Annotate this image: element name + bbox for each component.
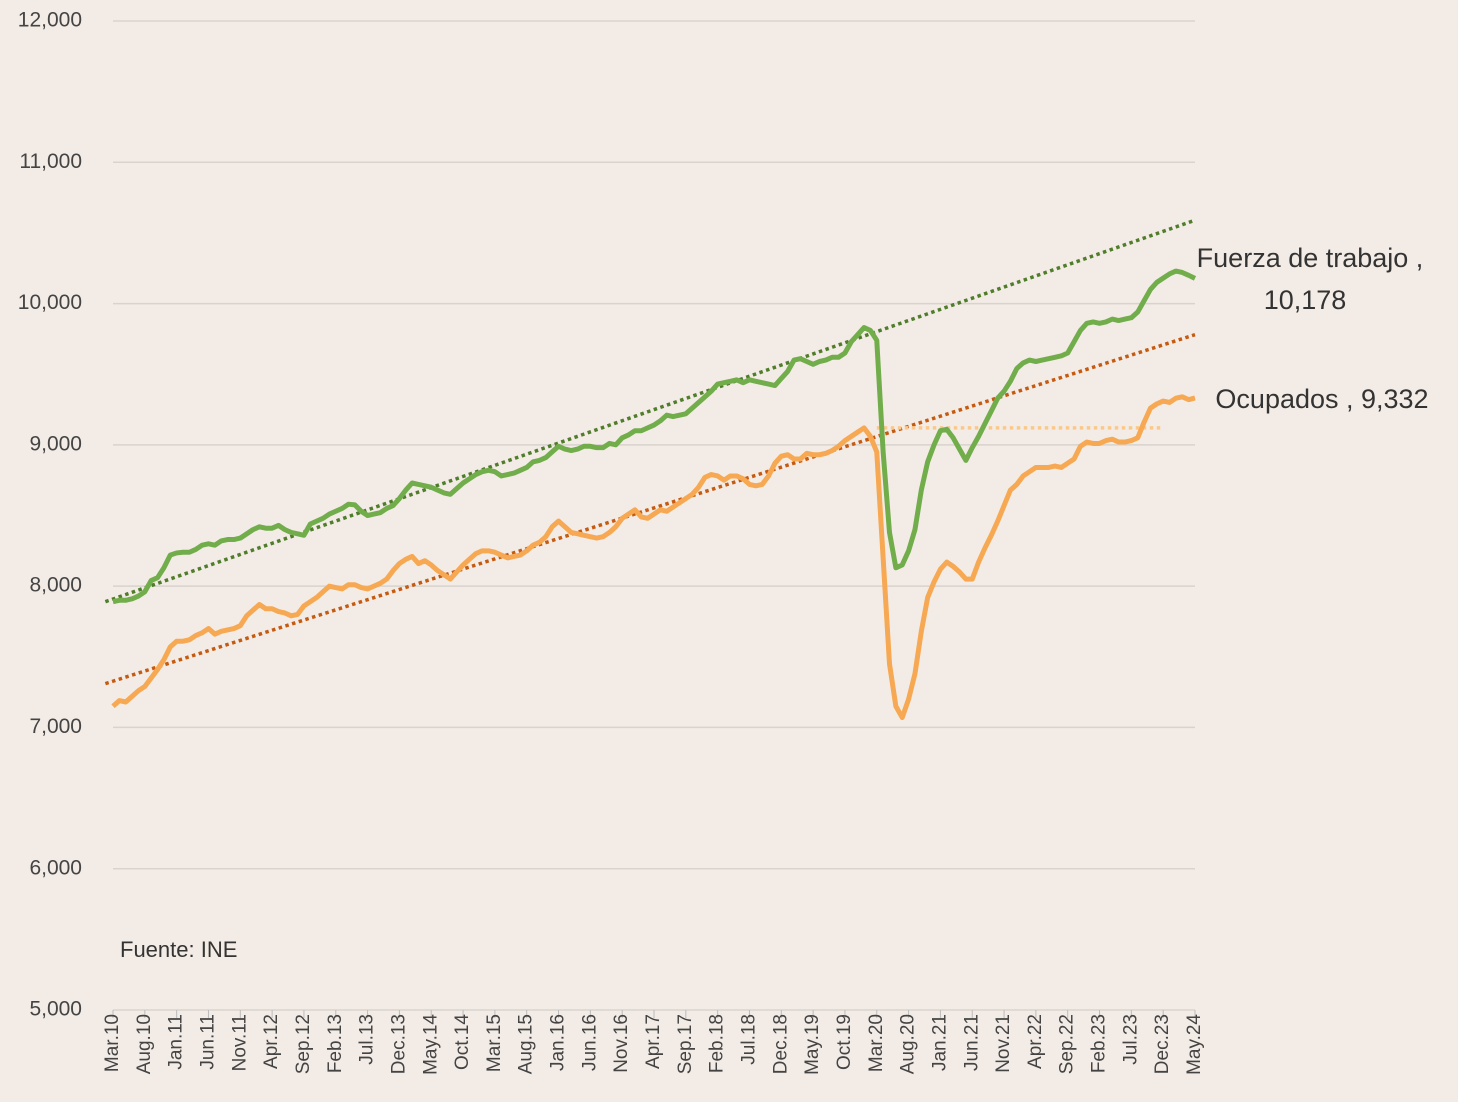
y-tick-label: 5,000	[29, 998, 82, 1021]
x-tick-label: Dec.23	[1152, 1014, 1173, 1074]
data-label: Fuerza de trabajo ,	[1197, 243, 1424, 273]
x-tick-label: Apr.22	[1025, 1014, 1046, 1069]
x-tick-label: Mar.15	[484, 1014, 505, 1072]
trendline	[104, 332, 1196, 686]
x-tick-label: Jun.21	[961, 1014, 982, 1071]
x-tick-label: Dec.18	[770, 1014, 791, 1074]
x-tick-label: Apr.17	[643, 1014, 664, 1069]
x-tick-label: Sep.22	[1057, 1014, 1078, 1074]
x-tick-label: Aug.20	[898, 1014, 919, 1074]
data-label: 10,178	[1264, 285, 1347, 315]
x-tick-label: Nov.11	[229, 1014, 250, 1071]
x-tick-label: May.14	[420, 1014, 441, 1075]
x-tick-label: May.24	[1184, 1014, 1205, 1075]
y-tick-label: 12,000	[18, 9, 82, 32]
y-tick-label: 6,000	[29, 856, 82, 879]
x-tick-label: Jan.11	[166, 1014, 187, 1070]
x-tick-label: Sep.12	[293, 1014, 314, 1074]
x-tick-label: Jan.16	[548, 1014, 569, 1071]
x-tick-label: May.19	[802, 1014, 823, 1075]
x-tick-label: Nov.21	[993, 1014, 1014, 1073]
x-tick-label: Feb.13	[325, 1014, 346, 1073]
x-tick-label: Aug.10	[134, 1014, 155, 1074]
data-label: Ocupados , 9,332	[1215, 384, 1428, 414]
x-tick-label: Aug.15	[516, 1014, 537, 1074]
x-tick-label: Apr.12	[261, 1014, 282, 1069]
x-tick-label: Jul.18	[738, 1014, 759, 1065]
x-tick-label: Sep.17	[675, 1014, 696, 1074]
source: Fuente: INE	[120, 937, 237, 962]
x-tick-label: Jun.11	[197, 1014, 218, 1070]
y-tick-label: 9,000	[29, 432, 82, 455]
trendline	[104, 218, 1196, 604]
x-tick-label: Jan.21	[929, 1014, 950, 1071]
series-line	[112, 268, 1197, 605]
x-tick-label: Oct.19	[834, 1014, 855, 1070]
x-tick-label: Feb.18	[707, 1014, 728, 1073]
x-tick-label: Nov.16	[611, 1014, 632, 1073]
y-tick-label: 11,000	[19, 150, 82, 173]
x-tick-label: Dec.13	[388, 1014, 409, 1074]
x-tick-label: Jul.23	[1120, 1014, 1141, 1065]
x-tick-label: Mar.20	[866, 1014, 887, 1072]
x-tick-label: Jul.13	[357, 1014, 378, 1065]
x-tick-label: Feb.23	[1089, 1014, 1110, 1073]
x-tick-label: Mar.10	[102, 1014, 123, 1072]
y-tick-label: 8,000	[29, 574, 82, 597]
x-tick-label: Jun.16	[579, 1014, 600, 1071]
y-tick-label: 10,000	[18, 291, 82, 314]
series-line	[111, 394, 1196, 721]
y-tick-label: 7,000	[29, 715, 82, 738]
x-tick-label: Oct.14	[452, 1014, 473, 1070]
